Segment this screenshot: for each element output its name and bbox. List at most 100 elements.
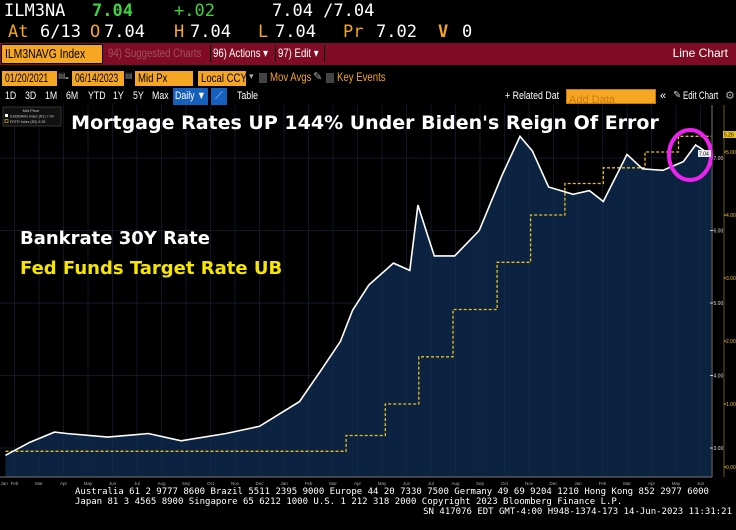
ticker: ILM3NA [4, 1, 66, 21]
volume-label: V [438, 22, 449, 42]
chart-canvas[interactable]: 3.00 4.00 5.00 6.00 7.00 0.00 1.00 2.00 3.00 4.00… [0, 105, 736, 490]
period-6m-label: 6M [66, 90, 79, 102]
period-max[interactable]: Max [152, 88, 173, 105]
calendar-icon[interactable]: ▤ [58, 71, 66, 80]
annotation-mortgage: Bankrate 30Y Rate [20, 228, 210, 249]
mov-avgs-text: Mov Avgs [270, 70, 312, 84]
chart-title: Mortgage Rates UP 144% Under Biden's Rei… [71, 112, 659, 134]
quote-date: 6/13 [40, 22, 81, 42]
net-change: +.02 [174, 1, 215, 21]
legend-swatch-mortgage [5, 114, 8, 117]
x-axis-label: Feb [305, 481, 313, 486]
left-axis-label: 5.00 [714, 301, 724, 307]
period-ytd-label: YTD [88, 90, 106, 102]
high-value: 7.04 [190, 22, 231, 42]
period-1m[interactable]: 1M [45, 88, 60, 105]
mortgage-rate-area [5, 136, 712, 478]
field-select-value: Mid Px [138, 71, 168, 85]
prev-label: Pr [343, 22, 364, 42]
view-title: Line Chart [672, 46, 728, 60]
period-ytd[interactable]: YTD [88, 88, 110, 105]
open-value: 7.04 [104, 22, 145, 42]
period-3d[interactable]: 3D [25, 88, 39, 105]
period-5y-label: 5Y [133, 90, 144, 102]
frequency-select[interactable]: Daily ▼ [173, 88, 208, 105]
edit-menu-label: 97) Edit ▾ [278, 46, 319, 60]
legend-box [2, 106, 62, 127]
edit-chart-button[interactable]: Edit Chart [683, 88, 732, 105]
pencil-icon[interactable]: ✎ [673, 90, 682, 101]
vertical-grid [14, 105, 701, 477]
mortgage-rate-line [5, 134, 712, 457]
frequency-label: Daily ▼ [175, 90, 206, 102]
add-data-input[interactable]: Add Data [566, 89, 656, 104]
x-axis-label: Jan [280, 481, 288, 486]
actions-menu-label: 96) Actions ▾ [213, 46, 268, 60]
footer-session: SN 417076 EDT GMT-4:00 H948-1374-173 14-… [423, 507, 732, 517]
currency-select[interactable]: Local CCY [197, 70, 247, 87]
right-axis-label: 5.00 [726, 150, 736, 156]
chevron-down-icon[interactable]: ▾ [249, 71, 254, 81]
x-axis-label: Jul [428, 481, 434, 486]
left-axis-label: 4.00 [714, 374, 724, 380]
period-5y[interactable]: 5Y [133, 88, 146, 105]
right-axis-label: 4.00 [726, 213, 736, 219]
security-field[interactable]: ILM3NAVG Index [1, 44, 103, 64]
period-1m-label: 1M [45, 90, 58, 102]
actions-menu[interactable]: 96) Actions ▾ [210, 45, 274, 62]
end-date-input[interactable]: 06/14/2023 [71, 70, 125, 87]
footer-phones-copyright: Japan 81 3 4565 8900 Singapore 65 6212 1… [75, 497, 623, 507]
suggested-charts-button[interactable]: 94) Suggested Charts [108, 45, 208, 62]
gear-icon[interactable]: ⚙ [725, 90, 735, 102]
x-axis-label: Nov [525, 481, 534, 486]
x-axis-label: Apr [60, 481, 68, 486]
x-axis-label: Nov [231, 481, 240, 486]
fed-funds-line [5, 135, 712, 452]
table-button[interactable]: Table [237, 88, 263, 105]
last-value-tag-mortgage [698, 150, 711, 157]
related-data-button[interactable]: + Related Dat [505, 88, 573, 105]
period-max-label: Max [152, 90, 169, 102]
x-axis-label: Jun [697, 481, 705, 486]
period-3d-label: 3D [25, 90, 37, 102]
last-value-mortgage: 7.04 [699, 152, 709, 158]
start-date-value: 01/20/2021 [5, 71, 49, 85]
bid-ask: 7.04 /7.04 [272, 1, 375, 21]
left-axis-label: 6.00 [714, 229, 724, 235]
period-6m[interactable]: 6M [66, 88, 81, 105]
add-data-placeholder: Add Data [569, 94, 615, 104]
x-axis-label: May [378, 481, 387, 486]
x-axis-label: May [672, 481, 681, 486]
x-axis-label: Apr [648, 481, 656, 486]
field-select[interactable]: Mid Px [134, 70, 194, 87]
start-date-input[interactable]: 01/20/2021 [1, 70, 58, 87]
security-field-text: ILM3NAVG Index [5, 46, 86, 61]
edit-menu[interactable]: 97) Edit ▾ [275, 45, 325, 62]
period-1y-label: 1Y [113, 90, 124, 102]
x-axis-label: May [84, 481, 93, 486]
at-label: At [8, 22, 29, 42]
legend-item-mortgage: ILM3NAVG Index (R1) 7.04 [10, 114, 54, 118]
x-axis-label: Feb [11, 481, 19, 486]
x-axis-label: Jun [109, 481, 117, 486]
period-1y[interactable]: 1Y [113, 88, 126, 105]
calendar-icon[interactable]: ▤ [125, 71, 133, 80]
prev-value: 7.02 [376, 22, 417, 42]
mov-avgs-label: Mov Avgs [270, 70, 322, 84]
function-toolbar [0, 43, 736, 65]
currency-select-value: Local CCY [201, 71, 247, 85]
related-data-label: + Related Dat [505, 90, 560, 102]
line-chart-icon[interactable]: ⟋ [211, 88, 227, 105]
open-label: O [90, 22, 101, 42]
left-axis-label: 3.00 [714, 446, 724, 452]
x-axis-label: Mar [329, 481, 337, 486]
table-label: Table [237, 90, 259, 102]
pencil-icon[interactable]: ✎ [313, 71, 323, 83]
x-axis-label: Jul [134, 481, 140, 486]
collapse-button[interactable]: « [660, 90, 667, 102]
mov-avgs-checkbox[interactable] [259, 73, 267, 83]
key-events-checkbox[interactable] [326, 73, 334, 83]
annotation-fed: Fed Funds Target Rate UB [20, 258, 282, 279]
period-1d[interactable]: 1D [5, 88, 19, 105]
suggested-charts-label: 94) Suggested Charts [108, 46, 202, 60]
